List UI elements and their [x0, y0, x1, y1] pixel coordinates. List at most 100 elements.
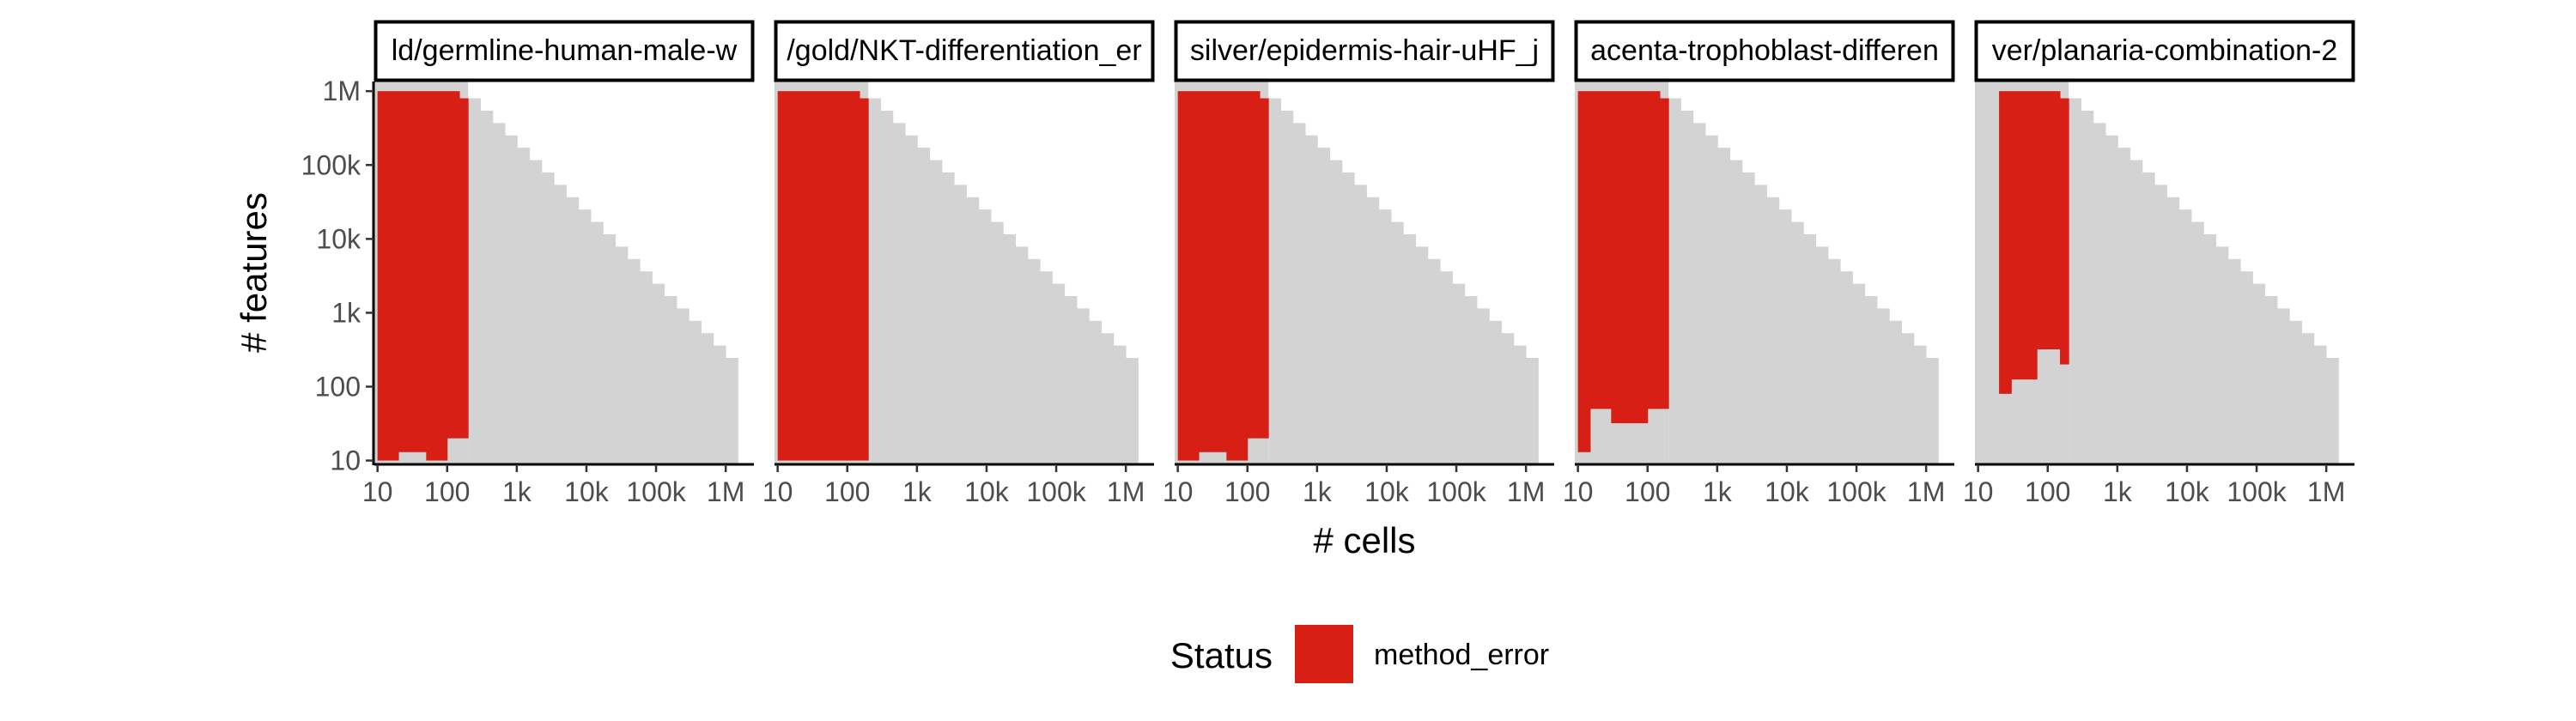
grid-cell-background: [1489, 320, 1503, 464]
y-tick-label: 1M: [323, 76, 361, 106]
grid-cell-background: [880, 110, 894, 464]
method-error-cell: [1177, 91, 1200, 461]
grid-cell-background: [664, 295, 677, 464]
grid-cell-background: [978, 209, 992, 464]
x-tick-label: 100k: [1826, 476, 1886, 507]
grid-cell-background: [627, 258, 641, 464]
facet-title: /gold/NKT-differentiation_er: [787, 34, 1141, 67]
y-tick-label: 100: [315, 371, 361, 402]
facet-panel-4: acenta-trophoblast-differen 10 100 1k 10k 100…: [1563, 20, 1955, 507]
method-error-cell: [377, 91, 399, 461]
method-error-cell: [1260, 98, 1269, 439]
grid-cell-background: [2154, 185, 2167, 464]
y-tick-label: 1k: [331, 297, 361, 328]
grid-cell-background: [1926, 357, 1939, 464]
grid-cell-background: [1501, 333, 1515, 464]
facet-title: acenta-trophoblast-differen: [1590, 34, 1939, 67]
method-error-cell: [1247, 91, 1261, 439]
x-tick-label: 1k: [1703, 476, 1733, 507]
x-tick-label: 100: [1625, 476, 1670, 507]
facet-panel-3: silver/epidermis-hair-uHF_j 10 100 1k 10k 100…: [1163, 20, 1555, 507]
grid-cell-background: [1864, 295, 1878, 464]
x-tick-label: 100k: [626, 476, 686, 507]
method-error-cell: [2037, 91, 2061, 350]
method-error-cell: [426, 91, 448, 461]
facet-strip: [1974, 20, 2355, 82]
grid-cell-background: [1692, 123, 1706, 464]
x-tick-label: 1M: [707, 476, 744, 507]
legend-title: Status: [1170, 635, 1273, 676]
grid-cell-background: [1052, 283, 1066, 464]
x-tick-label: 10: [1163, 476, 1194, 507]
grid-cell-background: [1113, 345, 1127, 464]
x-tick-label: 10: [362, 476, 393, 507]
method-error-cell: [1577, 91, 1591, 452]
grid-cell-background: [1766, 197, 1780, 464]
method-error-cell: [847, 91, 860, 461]
grid-cell-background: [713, 345, 726, 464]
grid-cell-background: [2276, 308, 2290, 464]
method-error-cell: [860, 98, 869, 461]
legend: Status method_error: [1170, 625, 1549, 683]
grid-cell-background: [689, 320, 702, 464]
grid-cell-background: [2081, 110, 2094, 464]
grid-cell-background: [1366, 197, 1380, 464]
grid-cell-background: [1889, 320, 1903, 464]
grid-cell-background: [990, 221, 1004, 464]
x-tick-label: 100k: [1426, 476, 1486, 507]
grid-cell-background: [2142, 172, 2155, 464]
grid-cell-background: [1292, 123, 1306, 464]
grid-cell-background: [1101, 333, 1115, 464]
x-tick-label: 10k: [1364, 476, 1410, 507]
y-tick-label: 100k: [301, 149, 361, 180]
grid-cell-background: [468, 98, 481, 464]
facet-strip: [1574, 20, 1955, 82]
grid-cell-background: [1513, 345, 1527, 464]
facet-strip: [774, 20, 1155, 82]
x-tick-label: 10k: [2165, 476, 2210, 507]
grid-cell-background: [1717, 148, 1731, 464]
grid-cell-background: [1015, 246, 1029, 464]
method-error-cell: [1199, 91, 1227, 452]
grid-cell-background: [2190, 221, 2204, 464]
grid-cell-background: [1268, 98, 1281, 464]
grid-cell-background: [1476, 308, 1490, 464]
legend-key-method-error: [1295, 625, 1353, 683]
grid-cell-background: [941, 172, 955, 464]
grid-cell-background: [1126, 357, 1139, 464]
grid-cell-background: [517, 148, 531, 464]
grid-cell-background: [2178, 209, 2192, 464]
grid-cell-background: [1064, 295, 1078, 464]
x-tick-label: 1k: [902, 476, 933, 507]
grid-cell-background: [2326, 357, 2339, 464]
grid-cell-background: [1329, 160, 1343, 464]
x-axis-title: # cells: [1313, 520, 1415, 560]
method-error-cell: [1226, 91, 1249, 461]
facet-panel-2: /gold/NKT-differentiation_er 10 100 1k 10k 10…: [762, 20, 1155, 507]
method-error-cell: [447, 91, 460, 439]
facet-panel-1: ld/germline-human-male-w 10 100 1k 10k 100k 1M: [362, 20, 755, 507]
method-error-cell: [459, 98, 469, 439]
x-tick-label: 1M: [1107, 476, 1145, 507]
plot-area: [1175, 82, 1539, 464]
grid-cell-background: [1427, 258, 1441, 464]
grid-cell-background: [1778, 209, 1792, 464]
grid-cell-background: [1827, 258, 1841, 464]
grid-cell-background: [1089, 320, 1103, 464]
x-tick-label: 100: [424, 476, 470, 507]
x-tick-label: 10: [1963, 476, 1994, 507]
grid-cell-background: [2301, 333, 2315, 464]
grid-cell-background: [2129, 160, 2143, 464]
grid-cell-background: [1729, 160, 1743, 464]
x-tick-label: 100k: [2227, 476, 2287, 507]
grid-cell-background: [505, 135, 518, 464]
facet-title: ld/germline-human-male-w: [392, 34, 738, 67]
grid-cell-background: [701, 333, 714, 464]
grid-cell-background: [2117, 148, 2131, 464]
legend-label: method_error: [1374, 639, 1549, 671]
grid-cell-background: [1403, 233, 1417, 464]
grid-cell-background: [1876, 308, 1890, 464]
grid-cell-background: [640, 271, 653, 464]
grid-cell-background: [2313, 345, 2327, 464]
y-axis-title: # features: [234, 192, 274, 353]
